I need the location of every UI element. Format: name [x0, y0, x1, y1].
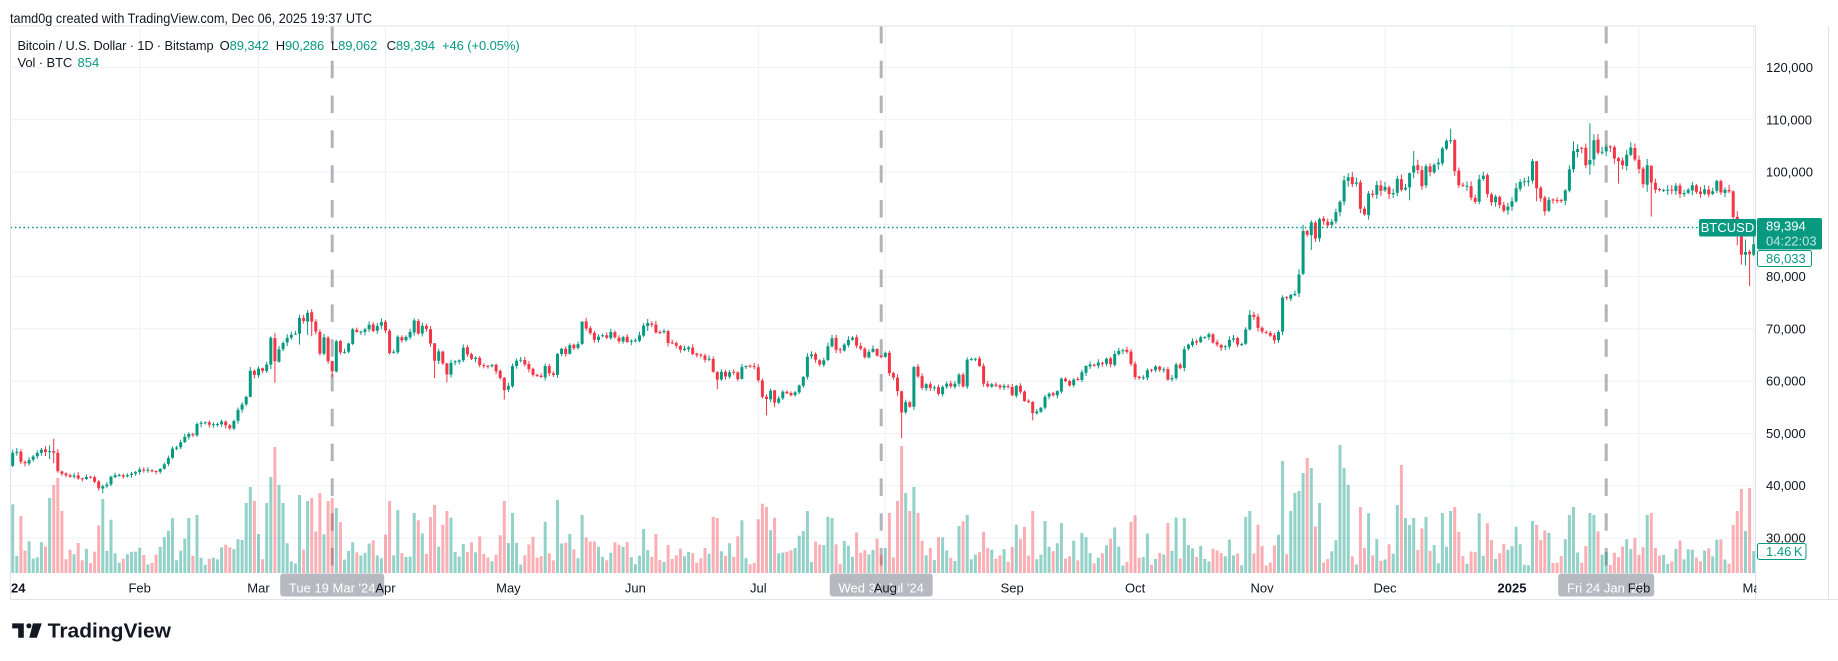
svg-text:80,000: 80,000	[1766, 269, 1806, 284]
svg-text:Mar: Mar	[247, 581, 270, 596]
svg-text:Aug: Aug	[874, 581, 897, 596]
svg-text:70,000: 70,000	[1766, 321, 1806, 336]
svg-text:100,000: 100,000	[1766, 165, 1813, 180]
svg-text:110,000: 110,000	[1766, 112, 1812, 127]
svg-text:Jun: Jun	[625, 581, 646, 596]
svg-text:tamd0g created with TradingVie: tamd0g created with TradingView.com, Dec…	[10, 10, 372, 26]
svg-text:Apr: Apr	[375, 581, 396, 596]
svg-text:TradingView: TradingView	[48, 620, 171, 643]
svg-text:60,000: 60,000	[1766, 374, 1806, 389]
svg-text:30,000: 30,000	[1766, 531, 1806, 546]
svg-text:Oct: Oct	[1125, 581, 1146, 596]
svg-text:Sep: Sep	[1001, 581, 1024, 596]
svg-text:120,000: 120,000	[1766, 60, 1813, 75]
svg-text:1.46 K: 1.46 K	[1766, 544, 1803, 559]
svg-text:Jul: Jul	[750, 581, 767, 596]
svg-text:50,000: 50,000	[1766, 426, 1806, 441]
svg-text:2025: 2025	[1498, 581, 1527, 596]
svg-text:Wed 31 Jul '24: Wed 31 Jul '24	[839, 581, 924, 596]
svg-text:Bitcoin / U.S. Dollar · 1D · B: Bitcoin / U.S. Dollar · 1D · Bitstamp O89…	[18, 38, 520, 53]
svg-text:Feb: Feb	[1628, 581, 1650, 596]
svg-text:Dec: Dec	[1373, 581, 1397, 596]
svg-text:40,000: 40,000	[1766, 478, 1806, 493]
svg-text:04:22:03: 04:22:03	[1766, 234, 1817, 249]
svg-text:2024: 2024	[0, 581, 26, 596]
svg-text:BTCUSD: BTCUSD	[1701, 220, 1754, 235]
svg-text:Mar: Mar	[1743, 581, 1766, 596]
svg-text:Fri 24 Jan '25: Fri 24 Jan '25	[1567, 581, 1645, 596]
svg-text:May: May	[496, 581, 521, 596]
svg-text:Feb: Feb	[128, 581, 150, 596]
svg-text:86,033: 86,033	[1766, 251, 1806, 266]
svg-text:Nov: Nov	[1251, 581, 1275, 596]
svg-text:89,394: 89,394	[1766, 219, 1806, 234]
svg-text:Tue 19 Mar '24: Tue 19 Mar '24	[289, 581, 376, 596]
